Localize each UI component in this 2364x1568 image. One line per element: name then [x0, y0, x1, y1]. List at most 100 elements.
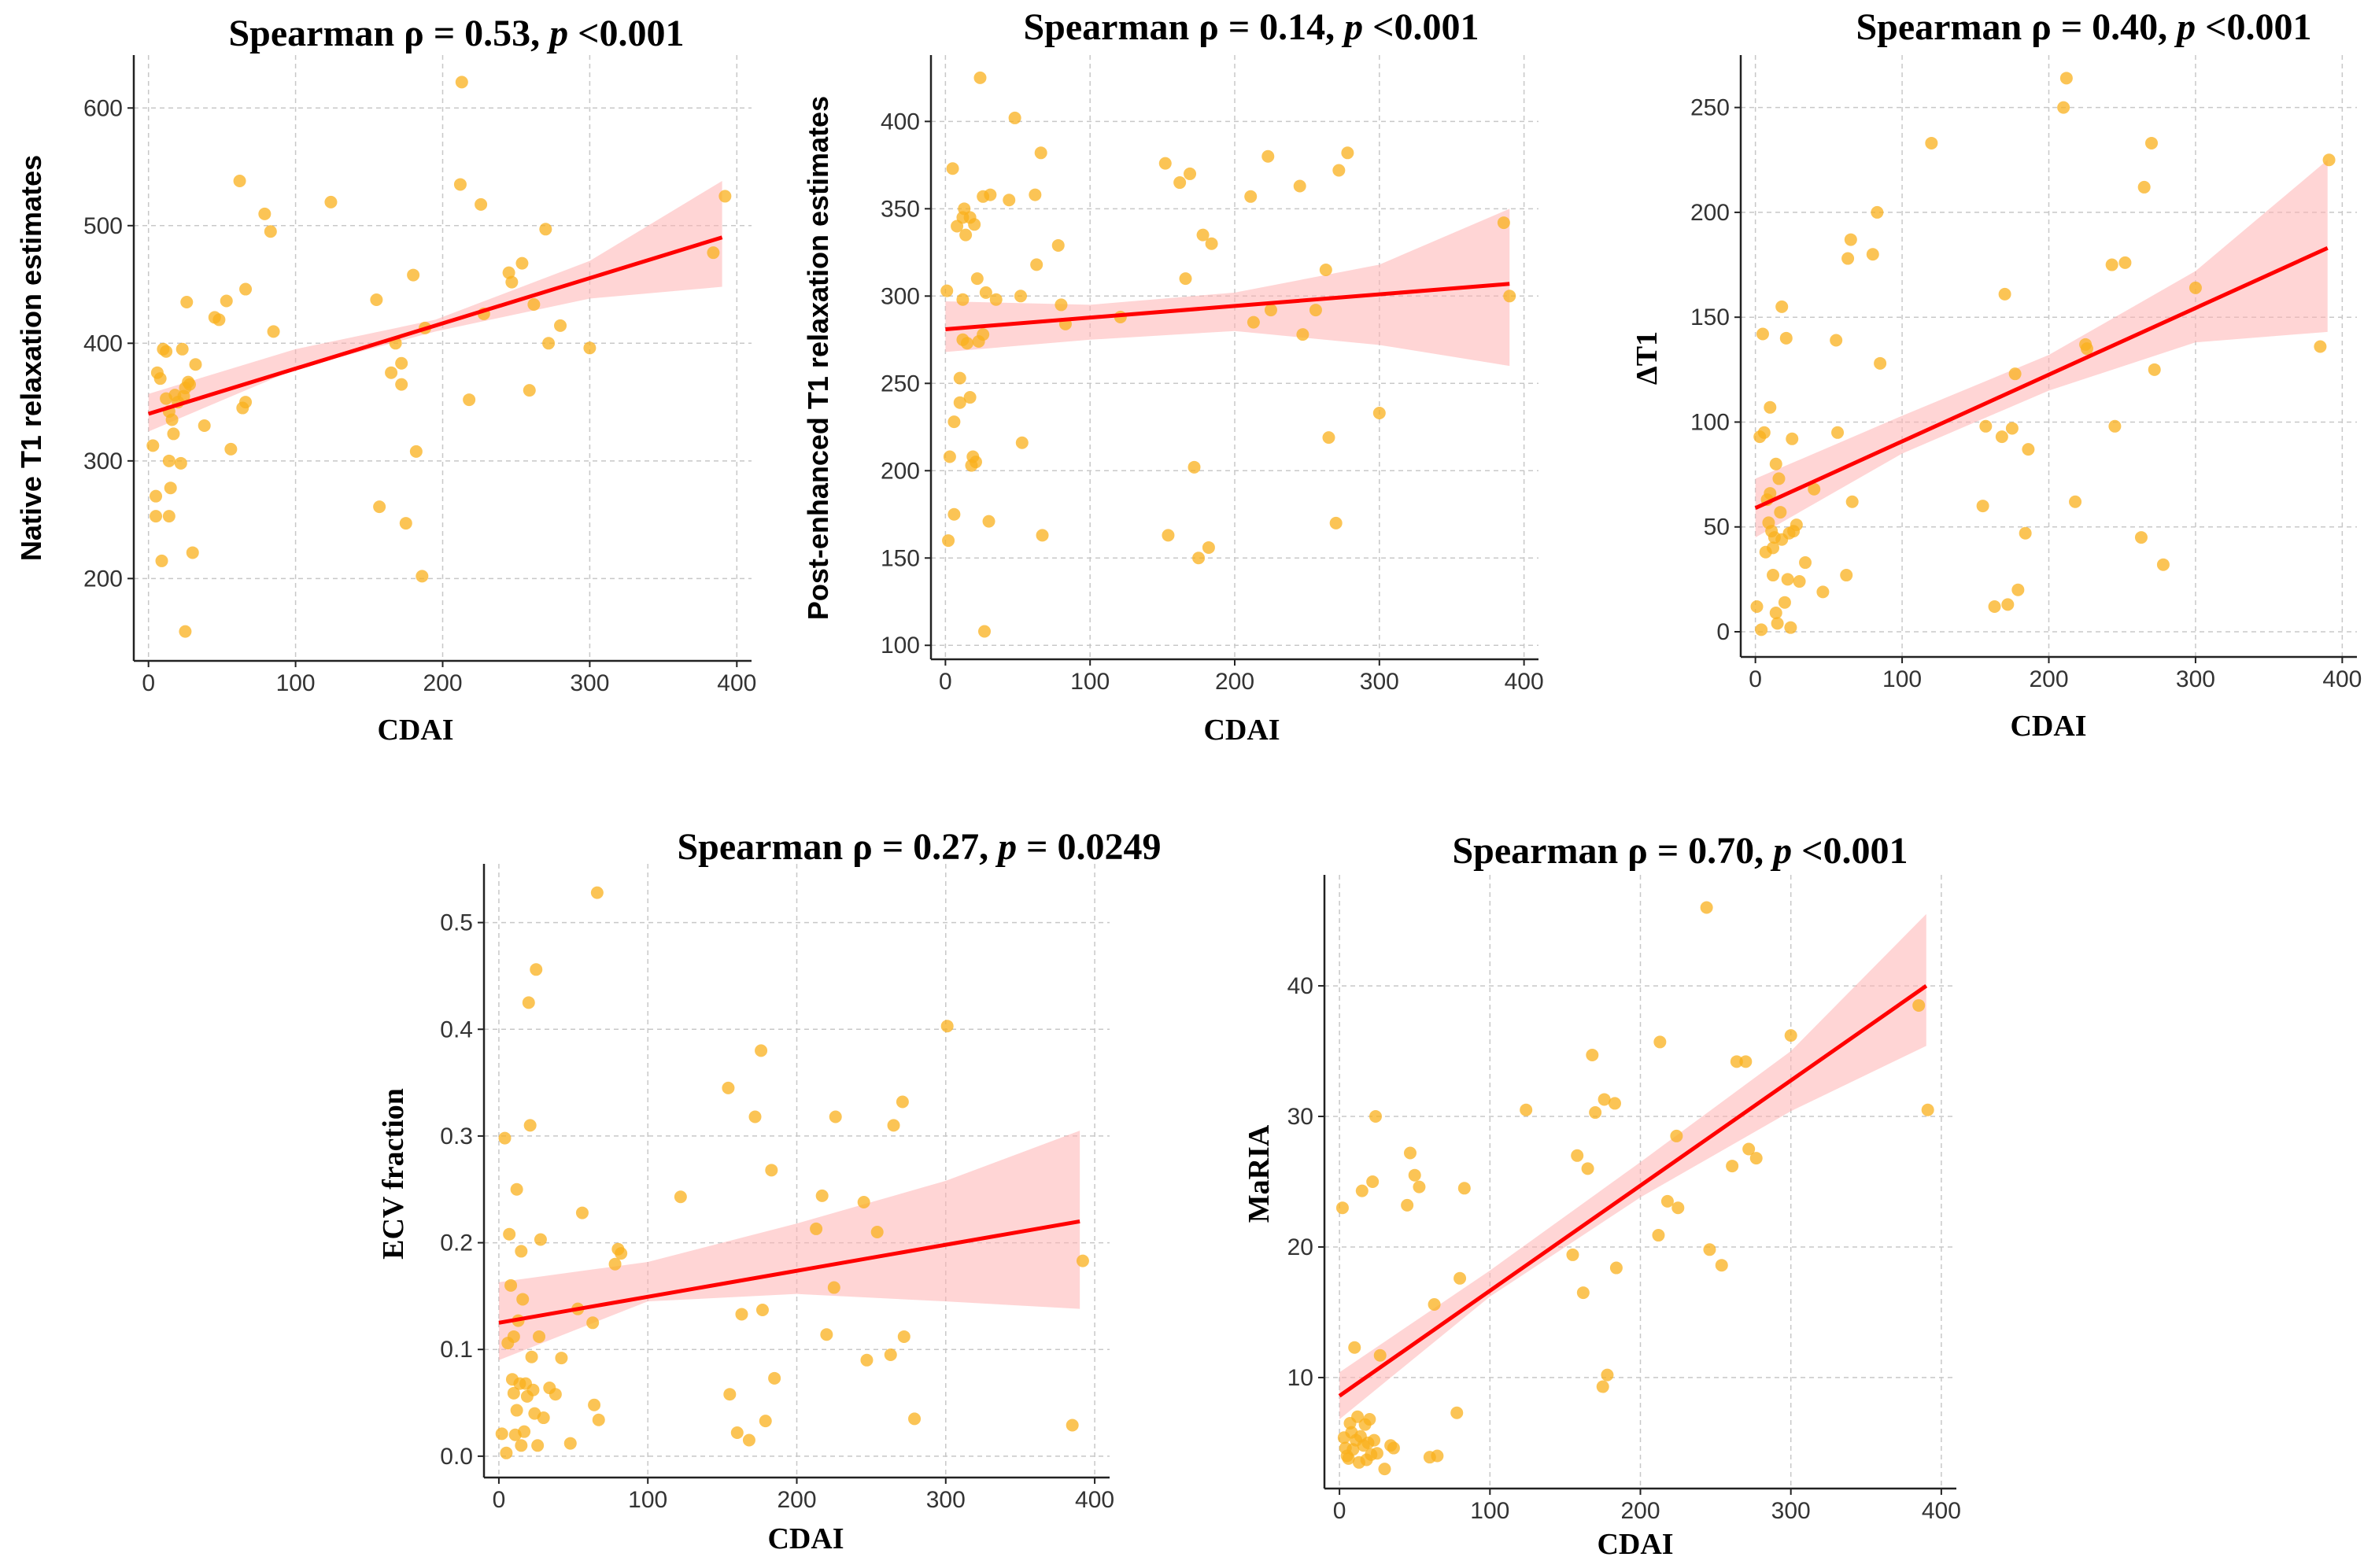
data-point	[1793, 575, 1806, 588]
y-tick-label: 20	[1287, 1234, 1313, 1260]
data-point	[1764, 487, 1777, 500]
x-tick-label: 100	[1470, 1498, 1509, 1524]
data-point	[1401, 1198, 1414, 1212]
data-point	[1293, 179, 1306, 193]
data-point	[1757, 426, 1771, 439]
data-point	[1003, 194, 1016, 207]
data-point	[870, 1226, 884, 1238]
data-point	[455, 76, 468, 89]
data-point	[1158, 157, 1172, 170]
data-point	[267, 325, 280, 338]
data-point	[186, 546, 199, 559]
data-point	[1755, 623, 1768, 636]
data-point	[968, 218, 981, 231]
data-point	[153, 372, 167, 386]
data-point	[1202, 540, 1215, 554]
chart-ecv-fraction: 0 100 200 300 400 0.0 0.1 0.2 0.3 0.4 0.5 Spearman …	[377, 826, 1162, 1555]
data-point	[2322, 153, 2336, 167]
data-point	[1653, 1035, 1667, 1049]
data-point	[212, 313, 226, 327]
data-point	[2069, 495, 2082, 508]
data-point	[146, 439, 160, 452]
data-point	[1319, 264, 1332, 277]
data-point	[1184, 167, 1197, 180]
data-point	[759, 1415, 772, 1428]
data-point	[537, 1411, 550, 1425]
data-point	[2080, 342, 2093, 356]
data-point	[189, 358, 202, 371]
chart-native-t1: 0 100 200 300 400 200 300 400 500 600 Spearman ρ =…	[15, 13, 756, 747]
data-point	[1844, 233, 1857, 246]
data-point	[953, 371, 966, 385]
data-point	[1866, 248, 1879, 261]
data-point	[1192, 552, 1206, 565]
chart-title: Spearman ρ = 0.70, p <0.001	[1452, 830, 1908, 872]
data-point	[984, 188, 997, 201]
data-point	[707, 246, 720, 260]
data-point	[1841, 252, 1855, 265]
data-point	[1845, 495, 1859, 508]
confidence-band	[1755, 160, 2328, 538]
data-point	[1771, 617, 1784, 630]
data-point	[1363, 1413, 1376, 1426]
data-point	[982, 515, 995, 528]
x-tick-label: 400	[1075, 1487, 1114, 1513]
y-tick-label: 0	[1716, 619, 1730, 645]
y-tick-label: 40	[1287, 973, 1313, 999]
data-point	[1772, 472, 1786, 485]
data-point	[1912, 998, 1926, 1012]
data-point	[1261, 149, 1275, 163]
data-point	[946, 162, 959, 175]
data-point	[1055, 298, 1068, 312]
data-point	[183, 378, 197, 391]
data-point	[174, 456, 187, 470]
data-point	[1015, 436, 1029, 449]
confidence-band	[148, 180, 722, 432]
data-point	[1749, 1152, 1763, 1165]
data-point	[224, 442, 238, 456]
data-point	[1029, 188, 1042, 201]
data-point	[1348, 1341, 1361, 1354]
regression-line	[1754, 245, 2329, 511]
data-point	[542, 337, 556, 350]
data-point	[2001, 598, 2015, 611]
data-point	[1703, 1243, 1716, 1256]
data-point	[970, 272, 984, 286]
data-point	[1840, 569, 1853, 582]
data-point	[1368, 1433, 1381, 1447]
x-tick-label: 0	[493, 1487, 506, 1513]
x-tick-label: 200	[2029, 666, 2068, 692]
data-point	[258, 207, 271, 220]
y-axis-label: MaRIA	[1243, 1124, 1276, 1223]
x-tick-label: 100	[628, 1487, 667, 1513]
data-point	[531, 1439, 545, 1452]
x-tick-label: 100	[1070, 669, 1110, 695]
data-point	[897, 1330, 911, 1343]
data-point	[815, 1189, 829, 1202]
data-point	[2314, 340, 2327, 353]
data-point	[1790, 518, 1803, 532]
data-point	[522, 996, 535, 1009]
data-point	[1671, 1201, 1685, 1215]
data-point	[162, 510, 175, 523]
x-tick-label: 200	[1620, 1498, 1660, 1524]
data-point	[2005, 422, 2019, 435]
data-point	[1601, 1368, 1614, 1382]
x-tick-label: 0	[142, 670, 155, 696]
data-point	[2019, 526, 2032, 540]
data-point	[857, 1196, 870, 1209]
data-point	[1566, 1248, 1579, 1261]
data-point	[2059, 72, 2073, 85]
data-point	[1739, 1055, 1753, 1068]
data-point	[527, 297, 541, 311]
data-point	[2008, 367, 2022, 381]
chart-title: Spearman ρ = 0.27, p = 0.0249	[677, 826, 1161, 868]
data-point	[1925, 136, 1938, 149]
chart-delta-t1: 0 100 200 300 400 0 50 100 150 200 250 Spearman ρ =…	[1631, 6, 2362, 743]
data-point	[160, 345, 173, 358]
y-tick-label: 0.2	[440, 1230, 473, 1256]
data-point	[1335, 1201, 1349, 1215]
data-point	[1034, 146, 1047, 160]
data-point	[940, 1020, 954, 1033]
data-point	[507, 1386, 520, 1400]
